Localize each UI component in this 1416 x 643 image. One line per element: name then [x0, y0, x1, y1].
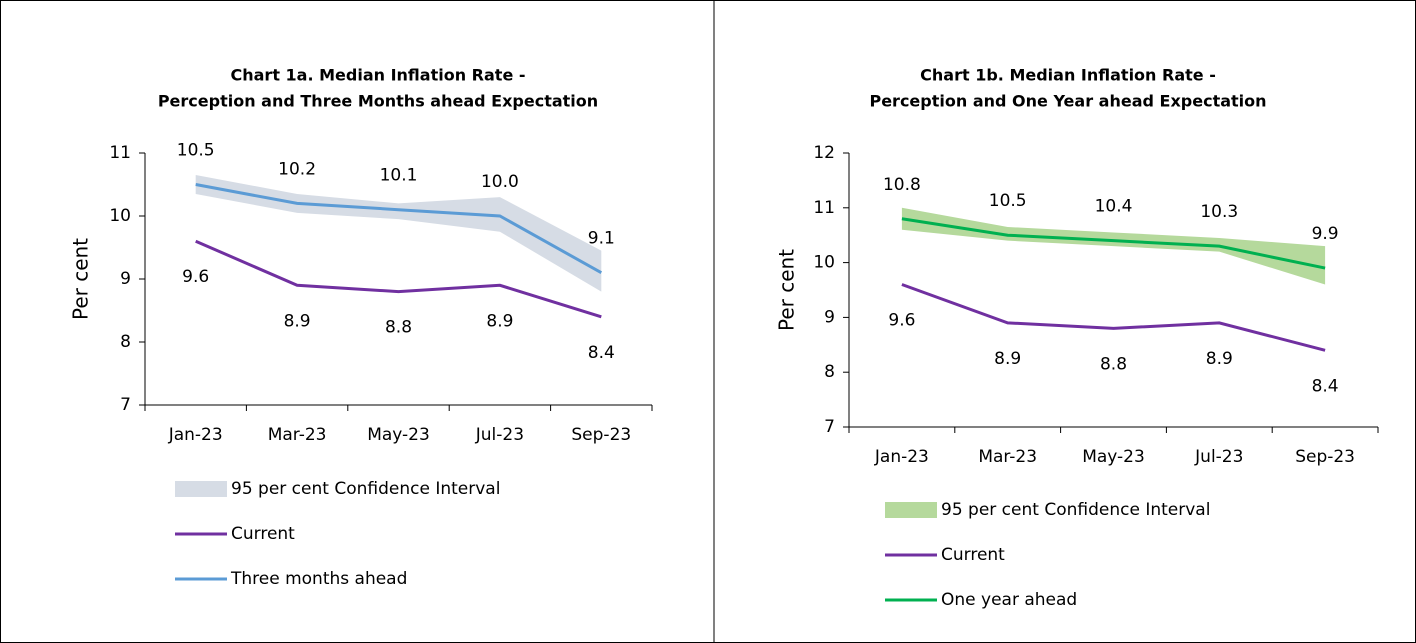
legend-label: Current: [941, 545, 1005, 565]
y-tick-label: 11: [813, 198, 835, 218]
data-label: 10.5: [177, 141, 215, 161]
data-label: 9.9: [1312, 224, 1339, 244]
data-label: 9.6: [182, 267, 209, 287]
y-tick-label: 12: [813, 143, 835, 163]
y-tick-label: 9: [120, 269, 131, 289]
data-label: 10.1: [380, 166, 418, 186]
x-tick-label: Sep-23: [1295, 447, 1355, 467]
series-line: [195, 239, 602, 319]
x-tick-label: May-23: [1082, 447, 1145, 467]
chart-title: Chart 1a. Median Inflation Rate -: [231, 66, 526, 85]
x-tick-label: Mar-23: [978, 447, 1037, 467]
y-axis-label: Per cent: [775, 249, 799, 331]
chart-title: Perception and Three Months ahead Expect…: [158, 92, 598, 111]
y-tick-label: 9: [824, 307, 835, 327]
series-line: [901, 217, 1326, 270]
chart-title: Chart 1b. Median Inflation Rate -: [920, 66, 1216, 85]
y-tick-label: 11: [109, 143, 131, 163]
legend-label: One year ahead: [941, 590, 1077, 610]
data-label: 8.9: [994, 349, 1021, 369]
series-line: [901, 283, 1326, 352]
y-tick-label: 10: [813, 253, 835, 273]
y-tick-label: 8: [120, 332, 131, 352]
x-tick-label: Jan-23: [874, 447, 929, 467]
confidence-band: [195, 175, 602, 292]
data-label: 10.3: [1200, 202, 1238, 222]
x-tick-label: May-23: [367, 425, 430, 445]
legend-label: 95 per cent Confidence Interval: [231, 479, 500, 499]
data-label: 8.9: [1206, 349, 1233, 369]
x-tick-label: Jul-23: [475, 425, 524, 445]
data-label: 8.4: [1312, 376, 1339, 396]
legend-label: Current: [231, 524, 295, 544]
legend-swatch: [175, 481, 227, 497]
x-tick-label: Jul-23: [1194, 447, 1243, 467]
data-label: 8.8: [385, 318, 412, 338]
x-tick-label: Jan-23: [168, 425, 223, 445]
data-label: 8.9: [486, 311, 513, 331]
data-label: 8.8: [1100, 354, 1127, 374]
data-label: 10.2: [278, 159, 316, 179]
legend-swatch: [885, 502, 937, 518]
data-label: 8.4: [588, 343, 615, 363]
data-label: 8.9: [284, 311, 311, 331]
confidence-band: [901, 207, 1326, 285]
data-label: 10.8: [883, 175, 921, 195]
legend-label: 95 per cent Confidence Interval: [941, 500, 1210, 520]
x-tick-label: Sep-23: [571, 425, 631, 445]
y-tick-label: 7: [824, 417, 835, 437]
chart-title: Perception and One Year ahead Expectatio…: [869, 92, 1266, 111]
data-label: 10.5: [989, 191, 1027, 211]
data-label: 10.4: [1095, 197, 1133, 217]
x-tick-label: Mar-23: [268, 425, 327, 445]
series-line: [195, 183, 603, 275]
data-label: 10.0: [481, 172, 519, 192]
y-axis-label: Per cent: [69, 238, 93, 320]
y-tick-label: 10: [109, 206, 131, 226]
legend-label: Three months ahead: [230, 569, 407, 589]
y-tick-label: 8: [824, 362, 835, 382]
y-tick-label: 7: [120, 395, 131, 415]
data-label: 9.6: [888, 311, 915, 331]
data-label: 9.1: [588, 229, 615, 249]
